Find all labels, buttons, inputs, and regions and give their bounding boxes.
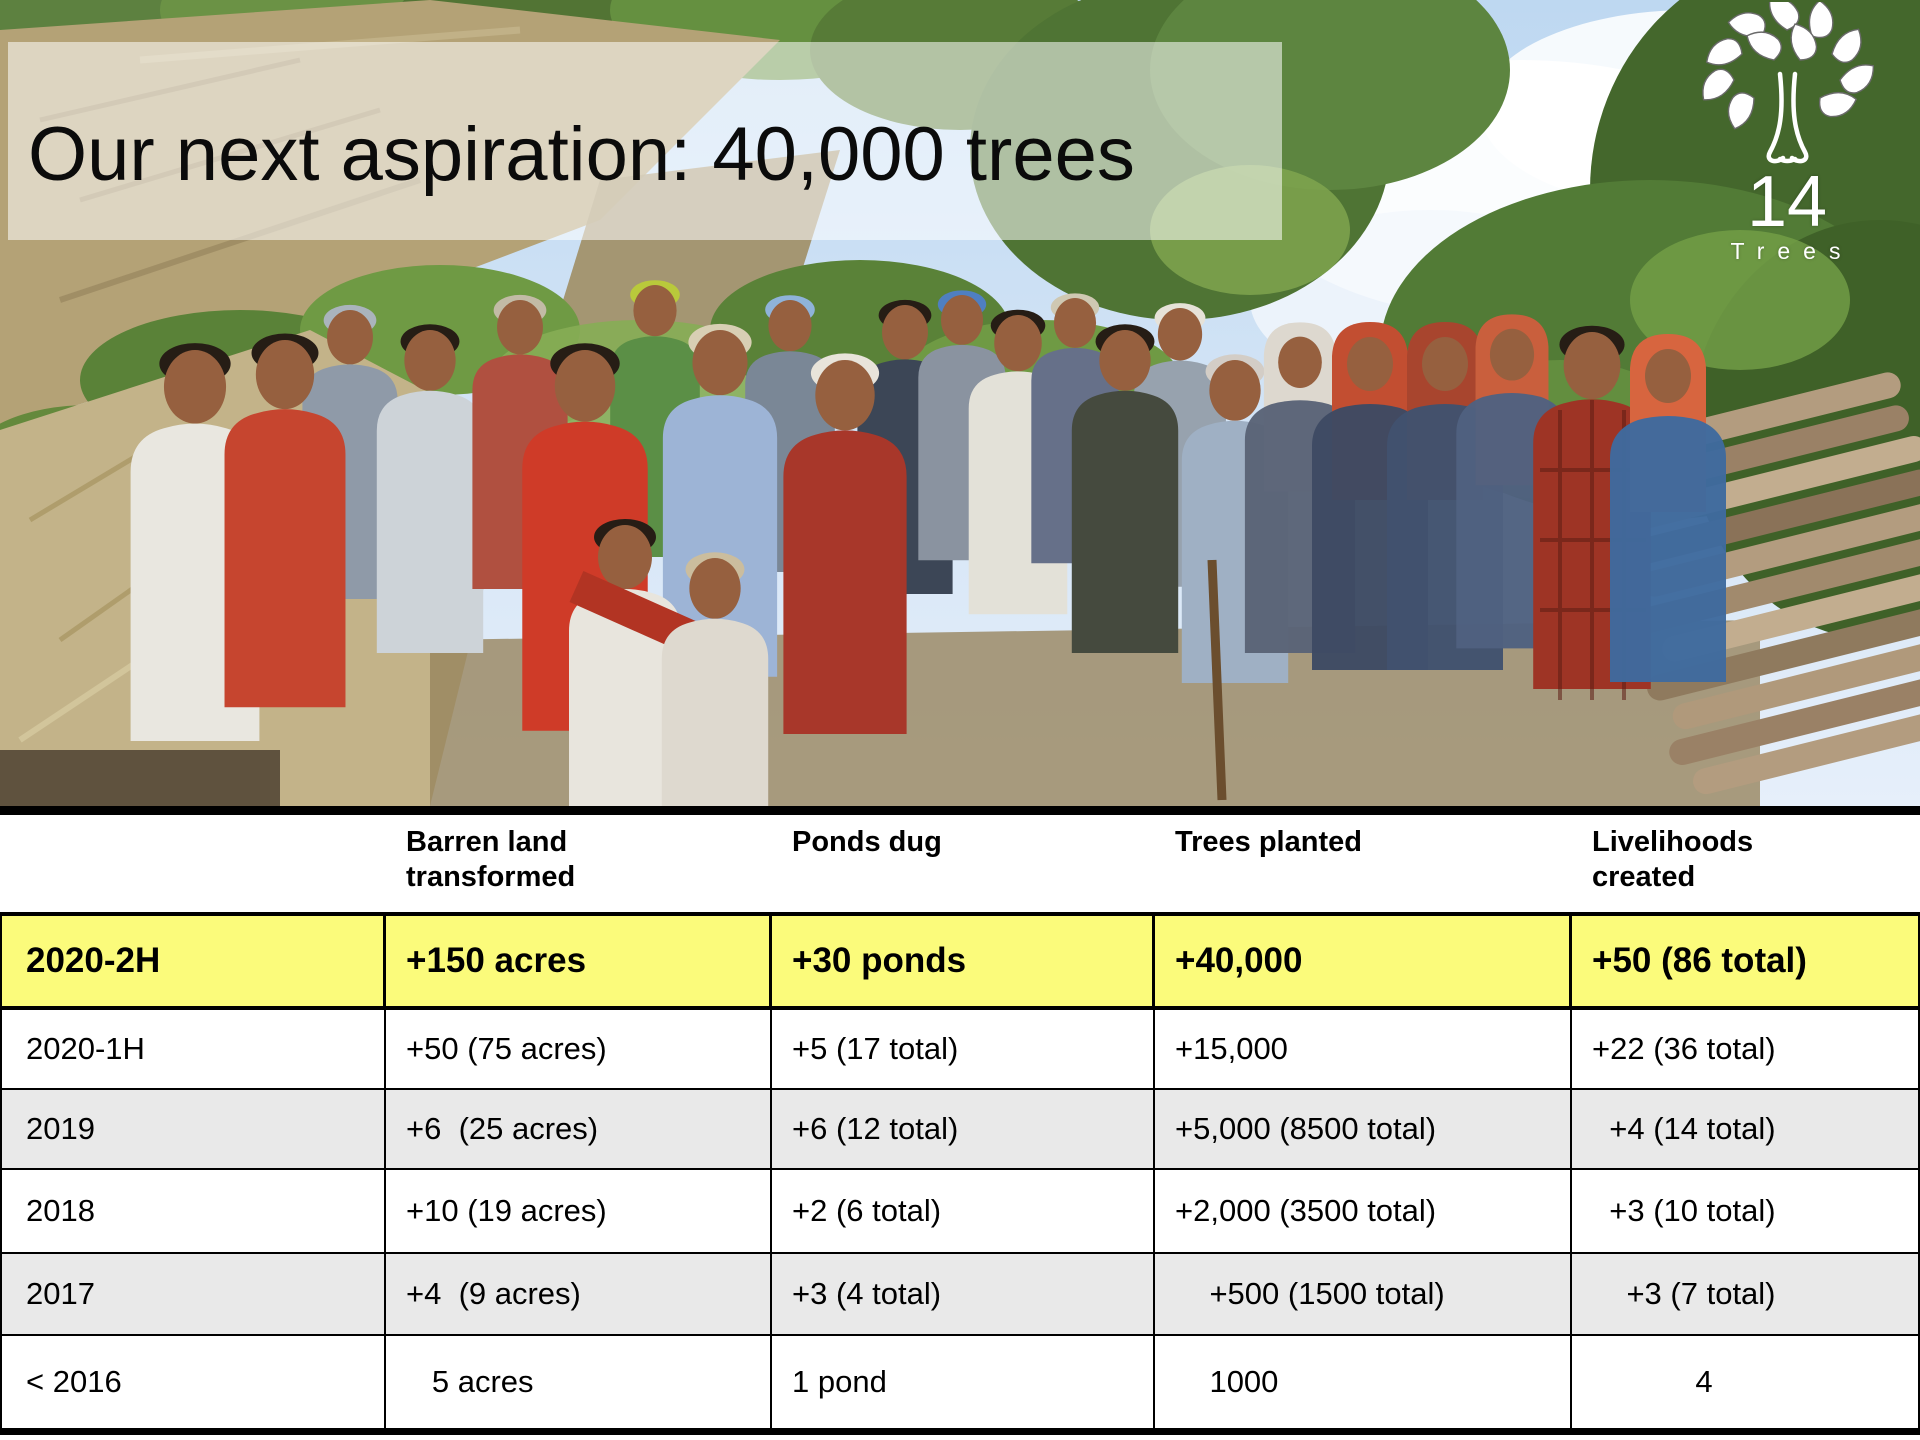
livelihoods-cell: +3 (10 total) bbox=[1592, 1193, 1776, 1228]
table-row-2017: 2017 +4 (9 acres) +3 (4 total) +500 (150… bbox=[2, 1254, 1918, 1336]
barren-land-cell: 5 acres bbox=[386, 1336, 772, 1428]
logo-14trees: 14 Trees bbox=[1682, 2, 1892, 265]
title-band: Our next aspiration: 40,000 trees bbox=[8, 42, 1282, 240]
logo-number: 14 bbox=[1746, 162, 1828, 242]
trees-cell: +5,000 (8500 total) bbox=[1155, 1090, 1572, 1168]
ponds-cell: +3 (4 total) bbox=[772, 1254, 1155, 1334]
barren-land-cell: +50 (75 acres) bbox=[386, 1010, 772, 1088]
year-cell: < 2016 bbox=[2, 1336, 386, 1428]
logo-wordmark: Trees bbox=[1730, 238, 1854, 264]
table-row-2019: 2019 +6 (25 acres) +6 (12 total) +5,000 … bbox=[2, 1090, 1918, 1170]
year-cell: 2019 bbox=[2, 1090, 386, 1168]
table-top-divider bbox=[0, 806, 1920, 815]
year-cell: 2017 bbox=[2, 1254, 386, 1334]
header-cell-trees-planted: Trees planted bbox=[1175, 826, 1362, 858]
table-row-pre-2016: < 2016 5 acres 1 pond 1000 4 bbox=[2, 1336, 1918, 1428]
trees-cell: +500 (1500 total) bbox=[1155, 1254, 1572, 1334]
table-row-2020-2h: 2020-2H +150 acres +30 ponds +40,000 +50… bbox=[2, 912, 1918, 1010]
livelihoods-cell: +50 (86 total) bbox=[1592, 941, 1807, 980]
table-header-row: Barren land transformed Ponds dug Trees … bbox=[0, 815, 1920, 912]
barren-land-cell: +4 (9 acres) bbox=[386, 1254, 772, 1334]
table-bottom-divider bbox=[0, 1428, 1920, 1435]
header-cell-livelihoods: Livelihoods created bbox=[1592, 826, 1754, 894]
ponds-cell: +6 (12 total) bbox=[772, 1090, 1155, 1168]
trees-cell: 1000 bbox=[1155, 1336, 1572, 1428]
barren-land-cell: +10 (19 acres) bbox=[386, 1170, 772, 1252]
header-cell-year bbox=[0, 815, 386, 912]
ponds-cell: 1 pond bbox=[772, 1336, 1155, 1428]
livelihoods-cell: +3 (7 total) bbox=[1592, 1276, 1776, 1311]
year-cell: 2020-1H bbox=[2, 1010, 386, 1088]
year-cell: 2018 bbox=[2, 1170, 386, 1252]
ponds-cell: +5 (17 total) bbox=[772, 1010, 1155, 1088]
header-cell-ponds-dug: Ponds dug bbox=[792, 826, 942, 858]
livelihoods-cell: 4 bbox=[1592, 1364, 1713, 1399]
livelihoods-cell: +22 (36 total) bbox=[1592, 1031, 1776, 1066]
results-table: 2020-2H +150 acres +30 ponds +40,000 +50… bbox=[0, 912, 1920, 1428]
slide-title: Our next aspiration: 40,000 trees bbox=[28, 111, 1135, 197]
table-row-2020-1h: 2020-1H +50 (75 acres) +5 (17 total) +15… bbox=[2, 1010, 1918, 1090]
header-cell-barren-land: Barren land transformed bbox=[406, 826, 576, 894]
trees-cell: +2,000 (3500 total) bbox=[1155, 1170, 1572, 1252]
trees-cell: +40,000 bbox=[1155, 916, 1572, 1006]
barren-land-cell: +6 (25 acres) bbox=[386, 1090, 772, 1168]
livelihoods-cell: +4 (14 total) bbox=[1592, 1111, 1776, 1146]
trees-cell: +15,000 bbox=[1155, 1010, 1572, 1088]
villagers-group-photo: Our next aspiration: 40,000 trees bbox=[0, 0, 1920, 806]
barren-land-cell: +150 acres bbox=[386, 916, 772, 1006]
ponds-cell: +30 ponds bbox=[772, 916, 1155, 1006]
ponds-cell: +2 (6 total) bbox=[772, 1170, 1155, 1252]
year-cell: 2020-2H bbox=[2, 916, 386, 1006]
tree-logo-icon bbox=[1702, 2, 1875, 164]
table-row-2018: 2018 +10 (19 acres) +2 (6 total) +2,000 … bbox=[2, 1170, 1918, 1254]
